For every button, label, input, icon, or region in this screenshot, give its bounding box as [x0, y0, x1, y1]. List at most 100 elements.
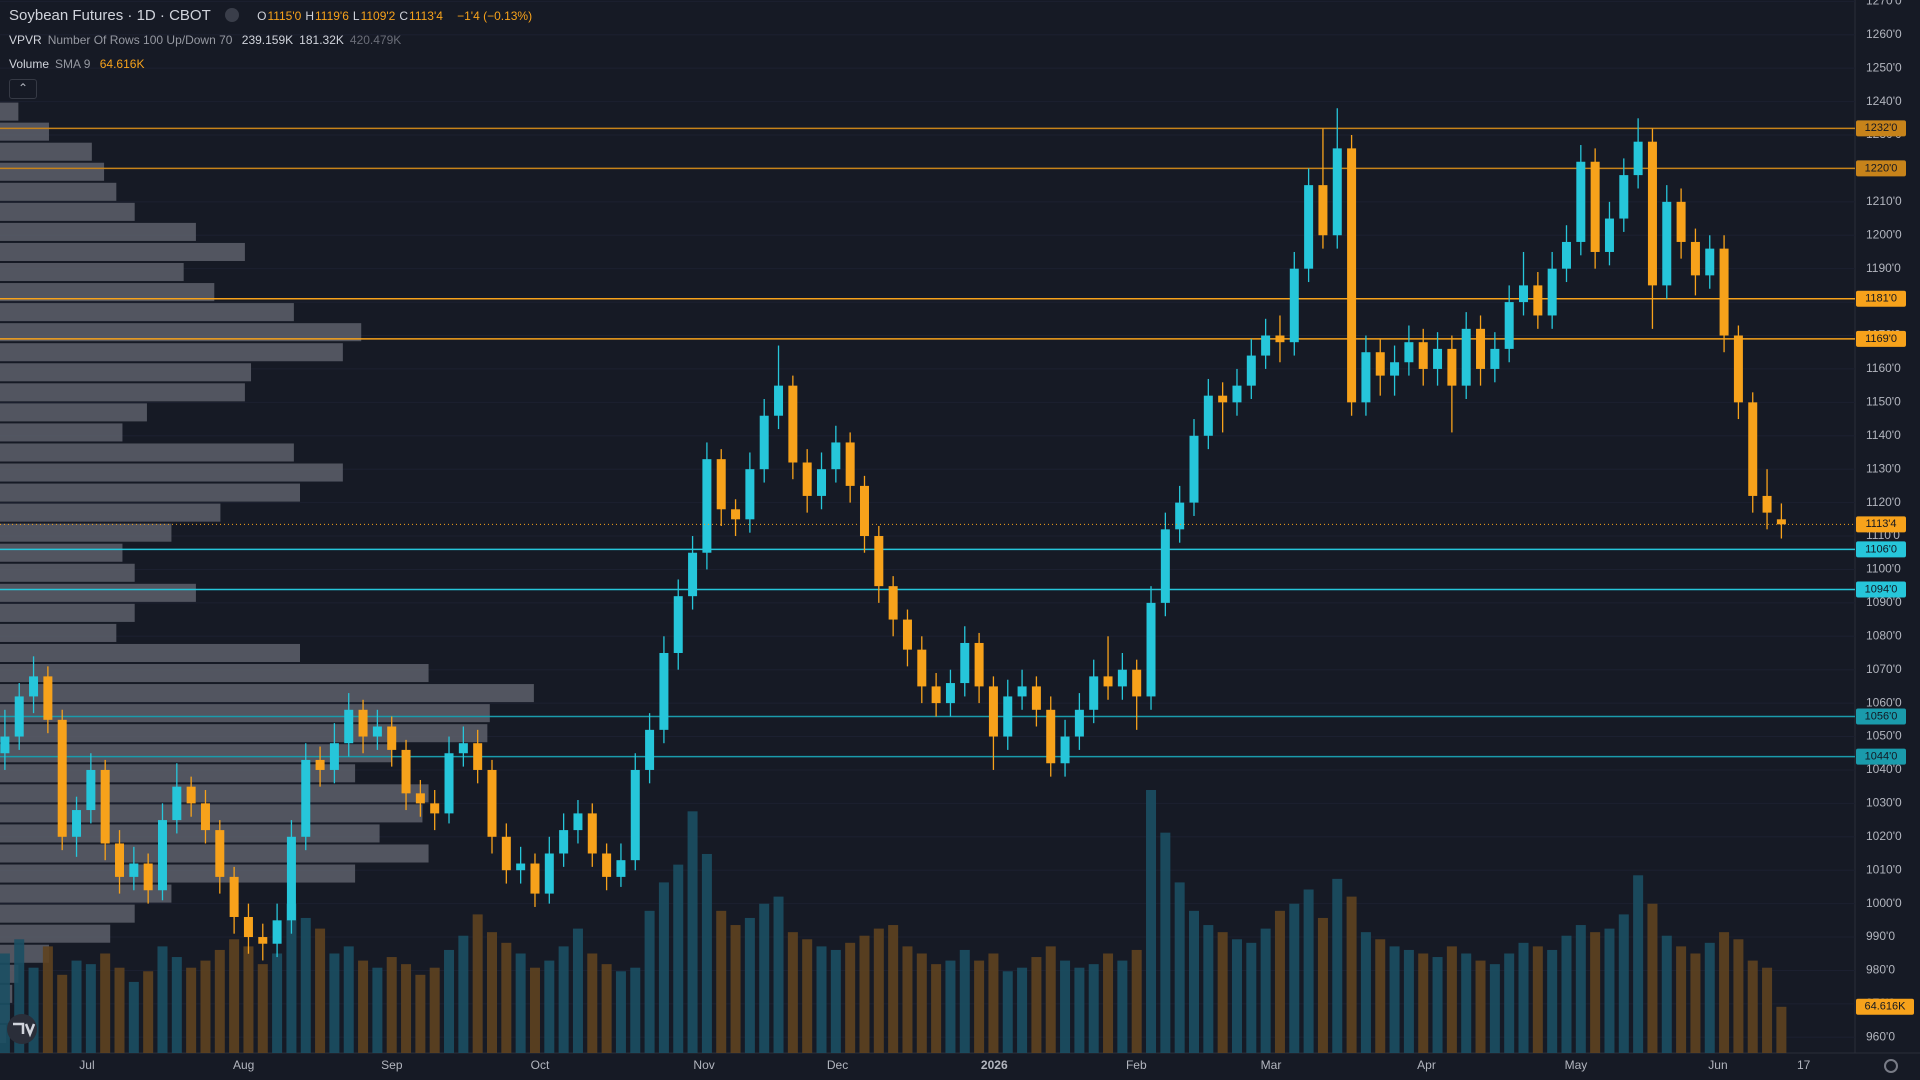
volume-bar: [501, 942, 512, 1053]
volume-bar: [515, 953, 526, 1053]
profile-row: [0, 864, 356, 883]
indicator-settings: SMA 9: [55, 57, 91, 71]
volume-bar: [1146, 790, 1157, 1053]
volume-bar: [1174, 882, 1185, 1053]
volume-bar: [229, 939, 240, 1053]
profile-row: [0, 343, 343, 362]
volume-bar: [1217, 932, 1228, 1053]
volume-bar: [1704, 942, 1715, 1053]
candle-body: [659, 652, 669, 730]
candle-body: [272, 920, 282, 944]
settings-button[interactable]: [1884, 1059, 1898, 1073]
candle-body: [1160, 529, 1170, 603]
candle-body: [1733, 335, 1743, 403]
volume-bar: [902, 946, 913, 1053]
symbol[interactable]: Soybean Futures · 1D · CBOT: [9, 7, 211, 24]
candle-body: [1719, 248, 1729, 336]
volume-bar: [272, 953, 283, 1053]
volume-bar: [458, 935, 469, 1053]
volume-bar: [286, 903, 297, 1053]
candle-body: [329, 743, 339, 770]
candle-body: [1676, 201, 1686, 242]
profile-row: [0, 242, 245, 261]
volume-bar: [1762, 967, 1773, 1053]
volume-bar: [1590, 932, 1601, 1053]
candle-body: [587, 813, 597, 854]
profile-row: [0, 222, 196, 241]
volume-bar: [959, 949, 970, 1053]
candle-body: [888, 586, 898, 620]
candle-body: [931, 686, 941, 704]
volume-bar: [1661, 935, 1672, 1053]
candle-body: [1504, 302, 1514, 349]
profile-row: [0, 523, 172, 542]
y-tick-label: 1200'0: [1866, 227, 1902, 241]
candle-body: [802, 462, 812, 496]
candle-body: [243, 916, 253, 938]
level-label: 1094'0: [1865, 583, 1898, 595]
volume-bar: [157, 946, 168, 1053]
profile-row: [0, 423, 123, 442]
candle-body: [1619, 175, 1629, 219]
volume-bar: [14, 939, 25, 1053]
candle-body: [688, 552, 698, 597]
indicator-name[interactable]: VPVR: [9, 33, 42, 47]
y-tick-label: 1160'0: [1866, 361, 1901, 375]
ohlc-key: C: [399, 9, 409, 23]
candle-body: [1189, 435, 1199, 503]
last-price-label: 1113'4: [1865, 518, 1896, 530]
candle-body: [1390, 362, 1400, 376]
y-tick-label: 1000'0: [1866, 896, 1902, 910]
volume-bar: [802, 939, 813, 1053]
collapse-button[interactable]: ⌃: [9, 79, 37, 99]
candle-body: [1561, 241, 1571, 269]
candle-body: [444, 753, 454, 814]
volume-bar: [28, 967, 39, 1053]
candle-body: [544, 853, 554, 894]
candle-body: [1060, 736, 1070, 764]
candle-body: [1762, 495, 1772, 513]
profile-row: [0, 142, 92, 161]
candle-body: [1246, 355, 1256, 386]
volume-bar: [1088, 964, 1099, 1053]
hide-button[interactable]: [224, 8, 239, 22]
profile-row: [0, 583, 196, 602]
candle-body: [115, 843, 125, 877]
profile-row: [0, 443, 294, 462]
profile-row: [0, 463, 343, 482]
y-tick-label: 980'0: [1866, 963, 1895, 977]
candle-body: [458, 743, 468, 754]
candle-body: [0, 736, 10, 754]
volume-bar: [1389, 946, 1400, 1053]
level-badge: [1856, 290, 1906, 307]
level-badge: [1856, 330, 1906, 347]
candle-body: [1074, 709, 1084, 737]
volume-bar: [1403, 949, 1414, 1053]
y-tick-label: 1020'0: [1866, 829, 1902, 843]
volume-bar: [673, 864, 684, 1053]
candle-body: [1031, 686, 1041, 710]
profile-row: [0, 162, 105, 181]
candle-body: [1433, 348, 1443, 369]
candle-body: [1461, 328, 1471, 386]
level-label: 1181'0: [1865, 293, 1897, 305]
volume-bar: [787, 932, 798, 1053]
profile-row: [0, 623, 117, 642]
volume-bar: [1074, 967, 1085, 1053]
volume-bar: [988, 953, 999, 1053]
volume-bar: [830, 949, 841, 1053]
level-badge: [1856, 541, 1906, 558]
candle-body: [86, 769, 96, 811]
x-tick-label: Nov: [693, 1058, 714, 1072]
candle-body: [774, 385, 784, 416]
candle-body: [200, 803, 210, 831]
candle-body: [415, 793, 425, 804]
volume-bar: [931, 964, 942, 1053]
volume-bar: [1719, 932, 1730, 1053]
candle-body: [1662, 201, 1672, 286]
candle-body: [157, 820, 167, 891]
ohlc-values: O1115'0 H1119'6 L1109'2 C1113'4: [257, 9, 447, 23]
logo-mark: [13, 1022, 36, 1038]
profile-row: [0, 924, 111, 943]
indicator-name[interactable]: Volume: [9, 57, 50, 71]
